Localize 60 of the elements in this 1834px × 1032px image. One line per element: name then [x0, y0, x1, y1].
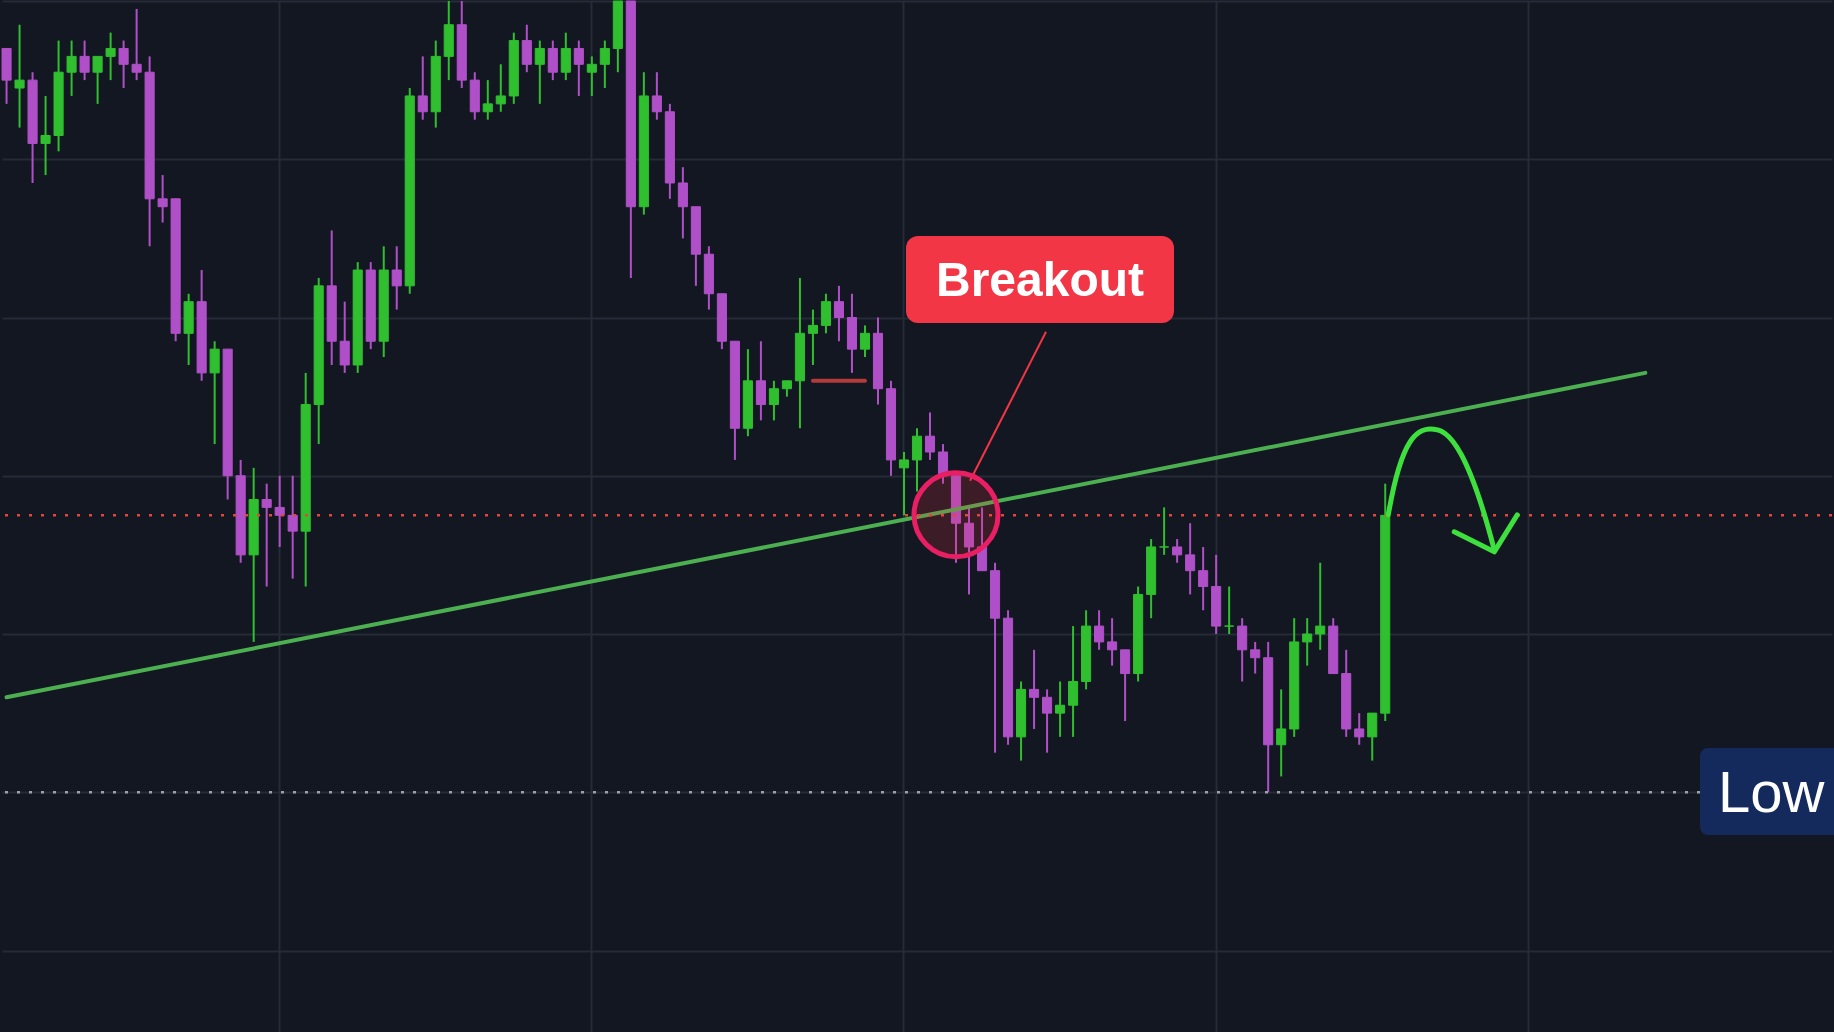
- candlestick: [911, 427, 923, 493]
- candlestick: [209, 340, 220, 446]
- candlestick: [1172, 538, 1183, 564]
- candlestick: [79, 39, 90, 82]
- candlestick: [534, 39, 545, 105]
- candlestick: [1198, 545, 1209, 612]
- candlestick: [521, 23, 532, 74]
- candlestick: [651, 71, 662, 121]
- candlestick: [924, 411, 936, 461]
- candlestick: [274, 474, 285, 548]
- candlestick: [287, 474, 298, 580]
- candlestick: [14, 23, 25, 129]
- candlestick: [573, 39, 584, 97]
- candlestick: [261, 482, 272, 588]
- candlestick: [547, 39, 558, 82]
- candlestick: [339, 300, 350, 374]
- candlestick: [1237, 617, 1248, 683]
- candlestick: [768, 379, 779, 422]
- annotation: Breakout: [906, 235, 1175, 323]
- candlestick: [586, 55, 597, 97]
- candlestick: [833, 284, 845, 343]
- candlestick: [417, 55, 428, 121]
- candlestick: [807, 308, 818, 366]
- candlestick: [92, 55, 103, 105]
- candlestick: [1107, 617, 1118, 667]
- candlestick: [131, 7, 142, 82]
- ref-line-label: Low: [1700, 748, 1834, 836]
- candlestick: [40, 94, 51, 177]
- candlestick: [1315, 561, 1326, 651]
- candlestick: [118, 39, 129, 90]
- candlestick: [755, 340, 766, 422]
- candlestick: [1250, 640, 1261, 675]
- candlestick: [1224, 585, 1235, 635]
- candlestick: [677, 166, 688, 240]
- candlestick: [937, 443, 949, 485]
- candlestick: [1367, 712, 1378, 762]
- candlestick: [976, 506, 988, 572]
- candlestick: [859, 324, 871, 359]
- candlestick: [1042, 688, 1053, 754]
- candlestick: [820, 292, 832, 335]
- candlestick: [560, 31, 571, 82]
- candlestick: [495, 63, 506, 113]
- candlestick: [482, 79, 493, 121]
- candlestick: [599, 39, 610, 90]
- candlestick: [391, 245, 402, 311]
- candlestick: [1068, 625, 1079, 738]
- candlestick: [1276, 688, 1287, 778]
- candlestick: [898, 451, 910, 517]
- candlestick: [105, 31, 116, 82]
- candlestick: [1185, 522, 1196, 596]
- candlestick: [1159, 506, 1170, 556]
- candlestick: [1029, 648, 1040, 730]
- candlestick: [1094, 609, 1105, 651]
- candlestick: [1055, 680, 1066, 738]
- candlestick: [1120, 648, 1131, 723]
- candlestick: [963, 506, 975, 596]
- candlestick: [1302, 617, 1313, 667]
- candlestick: [157, 174, 168, 224]
- candlestick: [66, 39, 77, 97]
- candlestick: [1354, 712, 1365, 746]
